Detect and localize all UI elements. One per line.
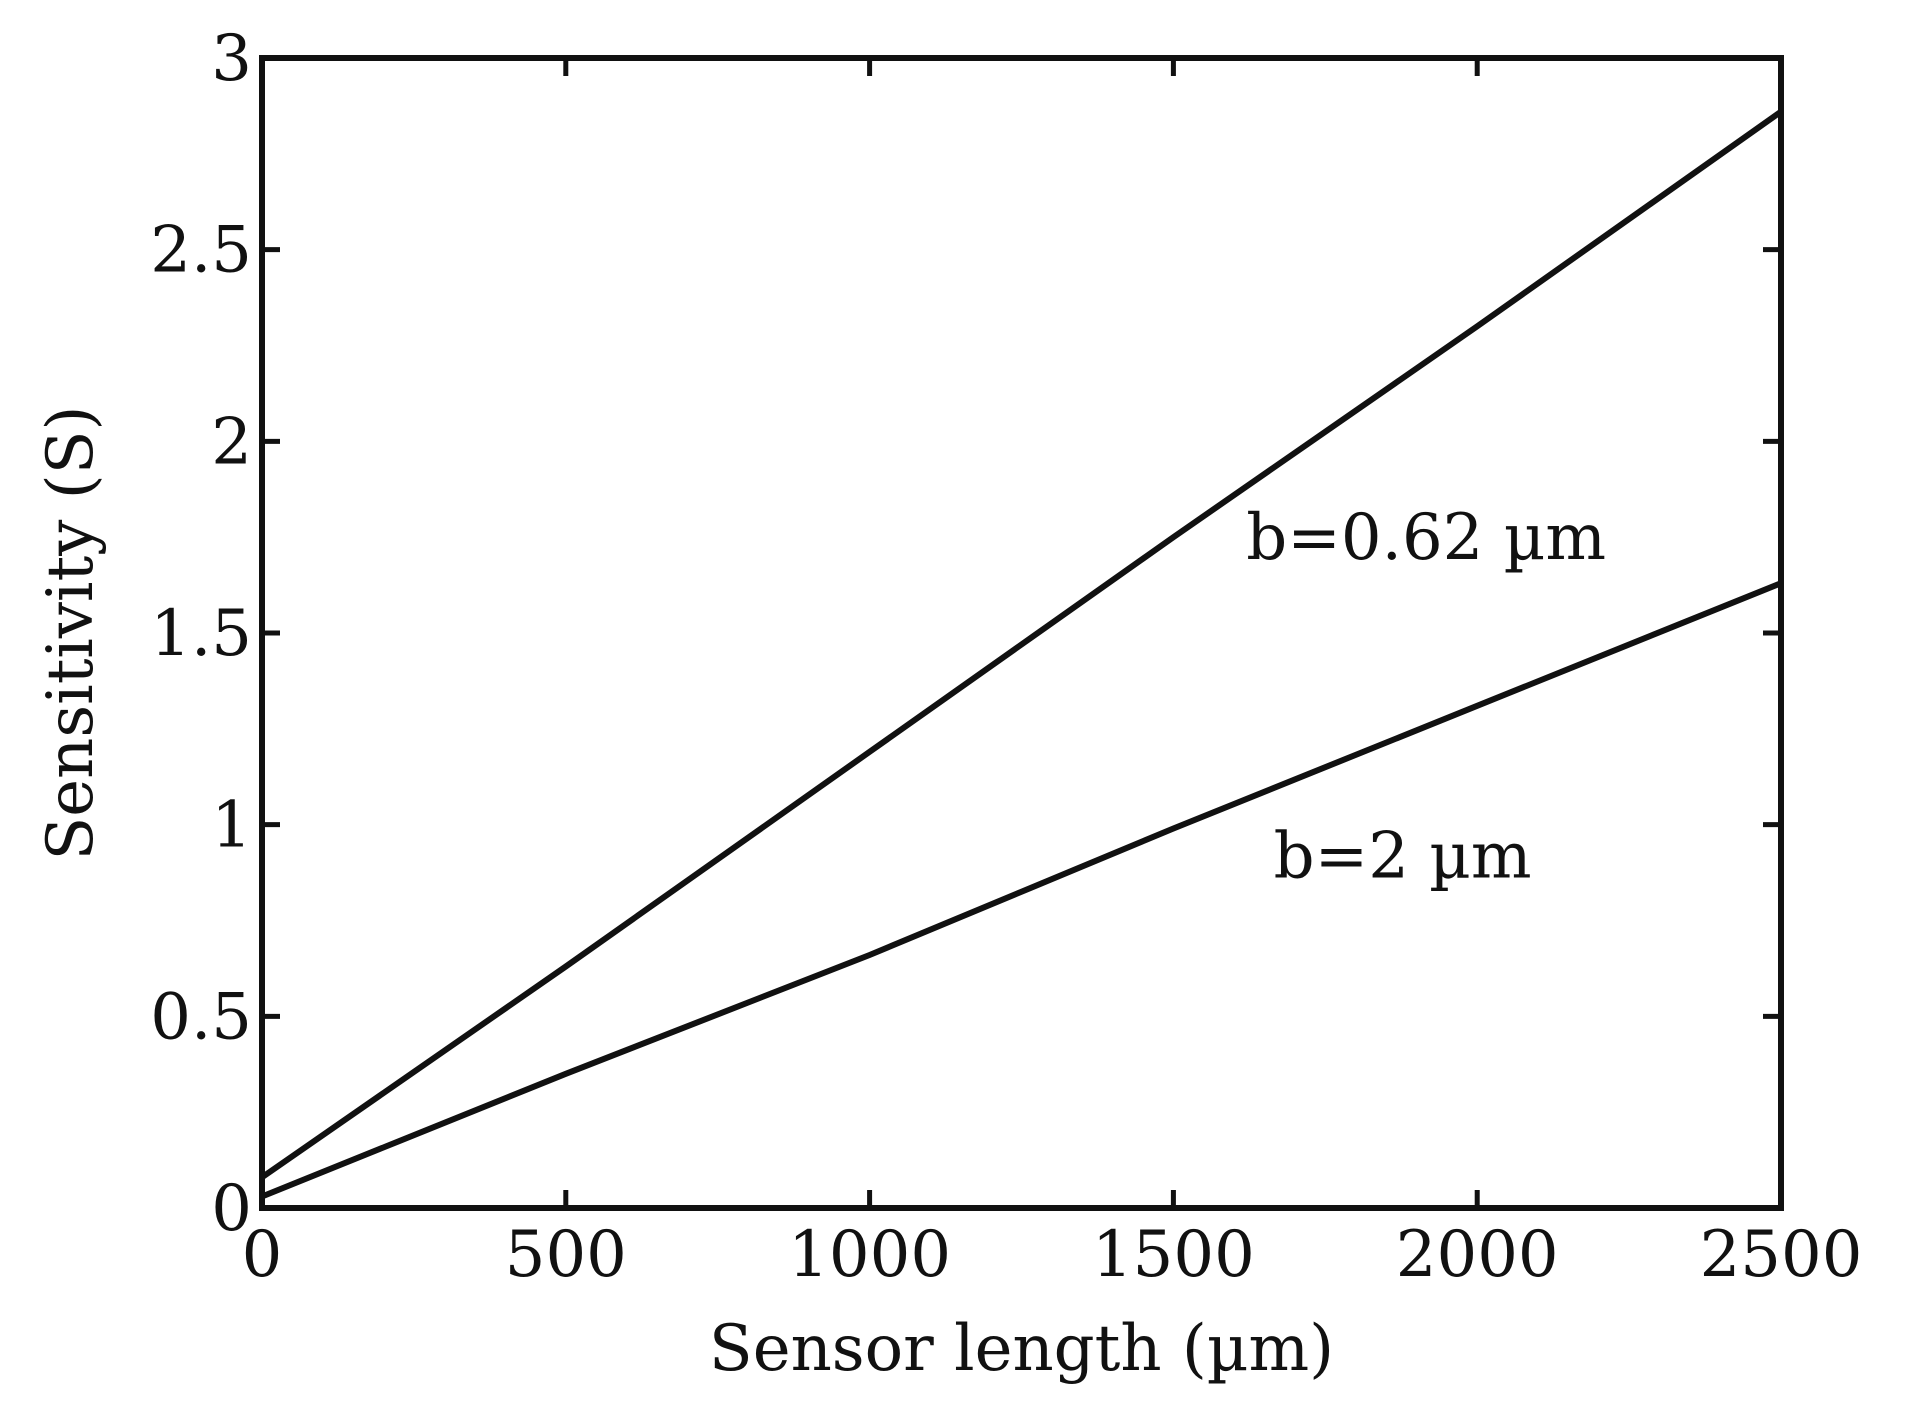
y-tick-label-5: 2.5: [150, 214, 252, 288]
x-axis-title: Sensor length (µm): [709, 1312, 1334, 1386]
y-tick-label-3: 1.5: [150, 597, 252, 671]
series-annotations: b=0.62 µm b=2 µm: [1246, 501, 1606, 893]
y-tick-label-2: 1: [211, 789, 252, 863]
axis-ticks: [259, 55, 1784, 1211]
y-tick-label-0: 0: [211, 1172, 252, 1246]
series-annotation-1: b=2 µm: [1274, 819, 1532, 893]
series-annotation-0: b=0.62 µm: [1246, 501, 1606, 575]
series-line-1: [260, 580, 1783, 1200]
x-tick-label-4: 2000: [1396, 1218, 1559, 1292]
x-tick-label-0: 0: [242, 1218, 283, 1292]
y-tick-label-4: 2: [211, 405, 252, 479]
x-tick-label-1: 500: [505, 1218, 627, 1292]
x-tick-label-2: 1000: [788, 1218, 951, 1292]
tick-labels: 0 500 1000 1500 2000 2500 0 0.5 1 1.5 2 2.5 3: [150, 22, 1862, 1292]
y-tick-label-1: 0.5: [150, 980, 252, 1054]
x-tick-label-5: 2500: [1700, 1218, 1863, 1292]
plot-series: [260, 109, 1783, 1200]
series-line-0: [260, 109, 1783, 1180]
x-tick-label-3: 1500: [1092, 1218, 1255, 1292]
plot-frame: [259, 55, 1784, 1211]
y-tick-label-6: 3: [211, 22, 252, 96]
y-axis-title: Sensitivity (S): [34, 405, 108, 860]
